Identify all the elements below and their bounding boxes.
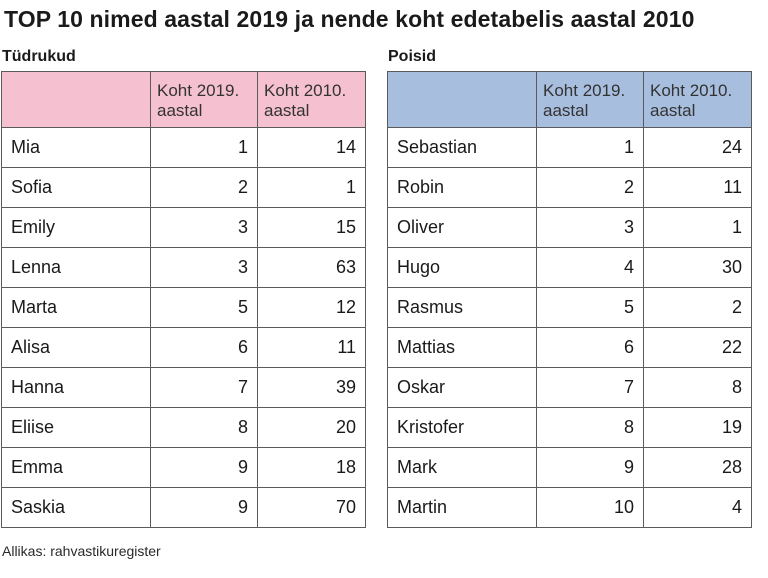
name-cell: Rasmus — [387, 287, 537, 328]
rank-2010-cell: 1 — [257, 167, 366, 208]
rank-2019-cell: 7 — [150, 367, 258, 408]
rank-2010-cell: 11 — [257, 327, 366, 368]
table-row: Emma 9 18 — [1, 447, 366, 488]
name-cell: Marta — [1, 287, 151, 328]
rank-2010-cell: 20 — [257, 407, 366, 448]
boys-section-label: Poisid — [388, 48, 437, 65]
rank-2019-cell: 4 — [536, 247, 644, 288]
name-cell: Oskar — [387, 367, 537, 408]
table-row: Lenna 3 63 — [1, 247, 366, 288]
rank-2019-cell: 6 — [150, 327, 258, 368]
rank-2019-cell: 6 — [536, 327, 644, 368]
rank-2019-cell: 1 — [150, 127, 258, 168]
table-row: Alisa 6 11 — [1, 327, 366, 368]
column-header-rank-2010: Koht 2010. aastal — [257, 71, 366, 128]
rank-2019-cell: 5 — [150, 287, 258, 328]
name-cell: Hugo — [387, 247, 537, 288]
table-row: Eliise 8 20 — [1, 407, 366, 448]
column-header-name — [387, 71, 537, 128]
table-row: Hugo 4 30 — [387, 247, 752, 288]
rank-2019-cell: 3 — [536, 207, 644, 248]
column-header-rank-2010: Koht 2010. aastal — [643, 71, 752, 128]
name-cell: Hanna — [1, 367, 151, 408]
rank-2019-cell: 2 — [150, 167, 258, 208]
rank-2019-cell: 9 — [150, 447, 258, 488]
source-note: Allikas: rahvastikuregister — [2, 543, 161, 559]
rank-2010-cell: 12 — [257, 287, 366, 328]
rank-2019-cell: 8 — [150, 407, 258, 448]
table-row: Martin 10 4 — [387, 487, 752, 528]
rank-2010-cell: 15 — [257, 207, 366, 248]
boys-table: Koht 2019. aastal Koht 2010. aastal Seba… — [387, 71, 752, 528]
rank-2010-cell: 63 — [257, 247, 366, 288]
table-header-row: Koht 2019. aastal Koht 2010. aastal — [1, 71, 366, 128]
rank-2019-cell: 9 — [536, 447, 644, 488]
name-cell: Martin — [387, 487, 537, 528]
name-cell: Lenna — [1, 247, 151, 288]
name-cell: Saskia — [1, 487, 151, 528]
name-cell: Emma — [1, 447, 151, 488]
rank-2019-cell: 3 — [150, 207, 258, 248]
table-row: Kristofer 8 19 — [387, 407, 752, 448]
table-row: Mattias 6 22 — [387, 327, 752, 368]
rank-2010-cell: 39 — [257, 367, 366, 408]
rank-2010-cell: 18 — [257, 447, 366, 488]
rank-2010-cell: 8 — [643, 367, 752, 408]
table-row: Saskia 9 70 — [1, 487, 366, 528]
table-row: Sofia 2 1 — [1, 167, 366, 208]
name-cell: Eliise — [1, 407, 151, 448]
table-row: Oskar 7 8 — [387, 367, 752, 408]
rank-2019-cell: 8 — [536, 407, 644, 448]
column-header-name — [1, 71, 151, 128]
rank-2010-cell: 11 — [643, 167, 752, 208]
table-row: Sebastian 1 24 — [387, 127, 752, 168]
table-row: Rasmus 5 2 — [387, 287, 752, 328]
table-row: Marta 5 12 — [1, 287, 366, 328]
column-header-rank-2019: Koht 2019. aastal — [536, 71, 644, 128]
name-cell: Mark — [387, 447, 537, 488]
rank-2010-cell: 1 — [643, 207, 752, 248]
table-row: Emily 3 15 — [1, 207, 366, 248]
name-cell: Alisa — [1, 327, 151, 368]
girls-section-label: Tüdrukud — [2, 48, 76, 65]
name-cell: Kristofer — [387, 407, 537, 448]
rank-2010-cell: 14 — [257, 127, 366, 168]
table-row: Mia 1 14 — [1, 127, 366, 168]
name-cell: Mattias — [387, 327, 537, 368]
table-row: Hanna 7 39 — [1, 367, 366, 408]
rank-2019-cell: 9 — [150, 487, 258, 528]
name-cell: Robin — [387, 167, 537, 208]
table-row: Mark 9 28 — [387, 447, 752, 488]
rank-2010-cell: 22 — [643, 327, 752, 368]
girls-table: Koht 2019. aastal Koht 2010. aastal Mia … — [1, 71, 366, 528]
rank-2019-cell: 1 — [536, 127, 644, 168]
column-header-rank-2019: Koht 2019. aastal — [150, 71, 258, 128]
table-row: Oliver 3 1 — [387, 207, 752, 248]
name-cell: Mia — [1, 127, 151, 168]
page-title: TOP 10 nimed aastal 2019 ja nende koht e… — [4, 6, 695, 32]
rank-2019-cell: 5 — [536, 287, 644, 328]
name-cell: Oliver — [387, 207, 537, 248]
rank-2010-cell: 30 — [643, 247, 752, 288]
name-cell: Sebastian — [387, 127, 537, 168]
rank-2019-cell: 3 — [150, 247, 258, 288]
name-cell: Sofia — [1, 167, 151, 208]
rank-2019-cell: 10 — [536, 487, 644, 528]
rank-2010-cell: 19 — [643, 407, 752, 448]
rank-2010-cell: 70 — [257, 487, 366, 528]
name-cell: Emily — [1, 207, 151, 248]
rank-2010-cell: 24 — [643, 127, 752, 168]
rank-2019-cell: 7 — [536, 367, 644, 408]
rank-2010-cell: 4 — [643, 487, 752, 528]
rank-2010-cell: 2 — [643, 287, 752, 328]
rank-2010-cell: 28 — [643, 447, 752, 488]
rank-2019-cell: 2 — [536, 167, 644, 208]
table-header-row: Koht 2019. aastal Koht 2010. aastal — [387, 71, 752, 128]
table-row: Robin 2 11 — [387, 167, 752, 208]
